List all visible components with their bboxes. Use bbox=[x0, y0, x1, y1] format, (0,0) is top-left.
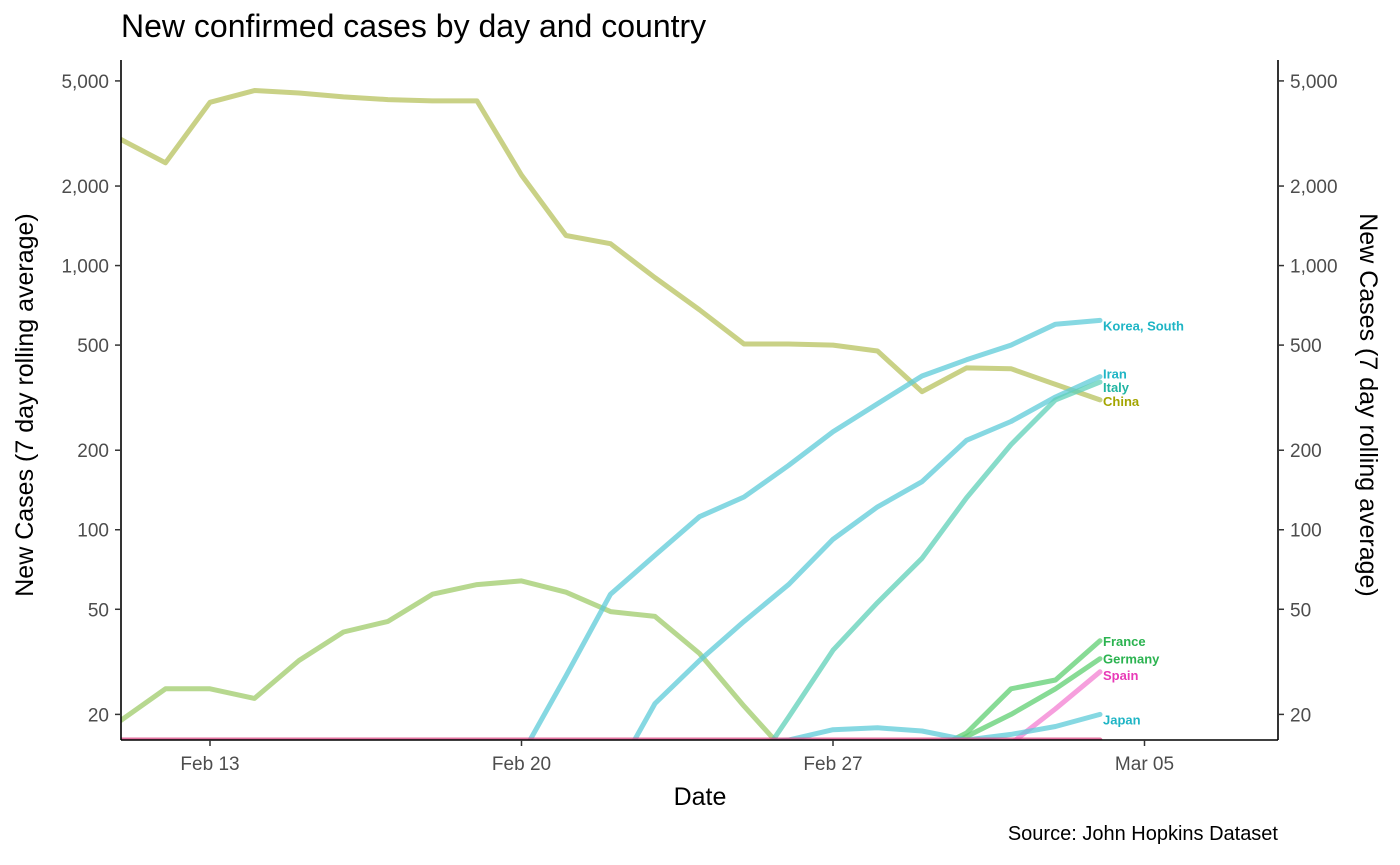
series-line-italy bbox=[770, 379, 1103, 740]
ticks-layer: 20 20 50 50 100 100 200 200 500 500 1,000 1,000 2,00… bbox=[61, 72, 1337, 775]
y-tick-label-left-20: 20 bbox=[88, 705, 109, 726]
y-tick-label-right-500: 500 bbox=[1290, 336, 1322, 357]
series-label-germany: Germany bbox=[1103, 652, 1160, 667]
x-axis-title: Date bbox=[674, 783, 727, 811]
x-tick-label-mar-05: Mar 05 bbox=[1115, 754, 1174, 775]
y-axis-title-right: New Cases (7 day rolling average) bbox=[1354, 213, 1382, 597]
chart-caption: Source: John Hopkins Dataset bbox=[1007, 823, 1278, 845]
series-label-spain: Spain bbox=[1103, 668, 1138, 683]
y-tick-label-right-1000: 1,000 bbox=[1290, 257, 1338, 278]
y-axis-title-left: New Cases (7 day rolling average) bbox=[11, 213, 39, 597]
series-line-unlabeled-1 bbox=[121, 578, 779, 740]
series-line-japan bbox=[757, 711, 1103, 740]
y-tick-label-left-100: 100 bbox=[77, 521, 109, 542]
series-label-korea-south: Korea, South bbox=[1103, 318, 1184, 333]
y-tick-label-left-50: 50 bbox=[88, 600, 109, 621]
y-tick-label-left-1000: 1,000 bbox=[61, 257, 109, 278]
series-line-china bbox=[121, 88, 1103, 403]
series-label-italy: Italy bbox=[1103, 380, 1130, 395]
y-tick-label-right-20: 20 bbox=[1290, 705, 1311, 726]
y-tick-label-right-50: 50 bbox=[1290, 600, 1311, 621]
y-tick-label-left-2000: 2,000 bbox=[61, 177, 109, 198]
x-tick-label-feb-13: Feb 13 bbox=[180, 754, 239, 775]
series-label-japan: Japan bbox=[1103, 712, 1141, 727]
series-line-korea-south bbox=[527, 317, 1103, 740]
series-label-iran: Iran bbox=[1103, 367, 1127, 382]
series-label-france: France bbox=[1103, 634, 1146, 649]
y-tick-label-right-5000: 5,000 bbox=[1290, 72, 1338, 93]
y-tick-label-left-500: 500 bbox=[77, 336, 109, 357]
series-line-spain bbox=[1011, 669, 1103, 740]
series-line-iran bbox=[631, 374, 1103, 740]
chart-title: New confirmed cases by day and country bbox=[121, 8, 707, 44]
x-tick-label-feb-20: Feb 20 bbox=[492, 754, 551, 775]
series-line-germany bbox=[954, 656, 1103, 740]
series-label-china: China bbox=[1103, 394, 1140, 409]
axes-layer bbox=[120, 60, 1279, 741]
series-layer bbox=[121, 88, 1103, 740]
y-tick-label-left-200: 200 bbox=[77, 441, 109, 462]
y-tick-label-right-100: 100 bbox=[1290, 521, 1322, 542]
y-tick-label-right-200: 200 bbox=[1290, 441, 1322, 462]
y-tick-label-right-2000: 2,000 bbox=[1290, 177, 1338, 198]
x-tick-label-feb-27: Feb 27 bbox=[803, 754, 862, 775]
y-tick-label-left-5000: 5,000 bbox=[61, 72, 109, 93]
series-line-france bbox=[946, 638, 1103, 740]
